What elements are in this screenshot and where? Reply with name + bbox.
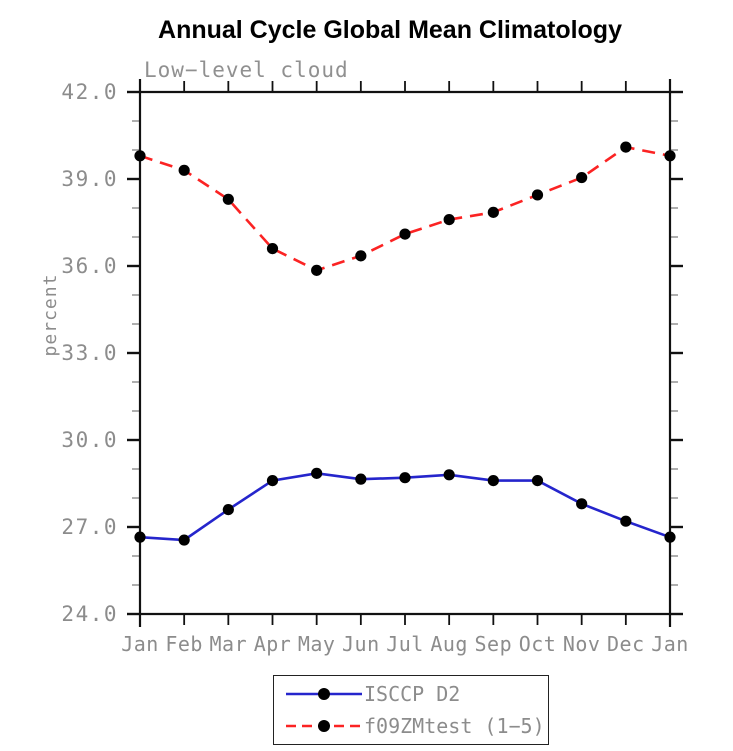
x-tick-label: Jan: [121, 632, 159, 656]
data-point-f09zmtest-1-5-: [311, 264, 323, 276]
data-point-f09zmtest-1-5-: [487, 206, 499, 218]
data-point-isccp-d2: [443, 469, 455, 481]
x-tick-label: Jun: [342, 632, 380, 656]
x-tick-label: May: [298, 632, 336, 656]
x-tick-label: Jan: [651, 632, 689, 656]
data-point-isccp-d2: [664, 531, 676, 543]
x-tick-label: Aug: [430, 632, 468, 656]
legend-line-sample-solid: [286, 687, 362, 700]
legend-line-sample-dashed: [286, 720, 362, 733]
data-point-f09zmtest-1-5-: [355, 250, 367, 262]
series-line-0: [139, 471, 671, 542]
x-tick-label: Jul: [386, 632, 424, 656]
series-line-1: [139, 145, 671, 272]
chart-title: Annual Cycle Global Mean Climatology: [158, 16, 622, 44]
chart-subtitle: Low−level cloud: [144, 58, 349, 82]
data-point-isccp-d2: [620, 515, 632, 527]
data-point-isccp-d2: [266, 475, 279, 487]
x-tick-label: Apr: [254, 632, 292, 656]
data-point-f09zmtest-1-5-: [266, 243, 279, 255]
y-tick-label: 39.0: [61, 167, 118, 191]
data-point-f09zmtest-1-5-: [664, 150, 676, 162]
y-tick-label: 30.0: [61, 428, 118, 452]
x-tick-label: Dec: [607, 632, 645, 656]
x-tick-label: Sep: [475, 632, 513, 656]
y-tick-label: 33.0: [61, 341, 118, 365]
data-point-isccp-d2: [355, 473, 367, 485]
data-point-f09zmtest-1-5-: [443, 214, 455, 226]
legend-label-isccp-d2: ISCCP D2: [364, 681, 461, 706]
data-point-f09zmtest-1-5-: [531, 189, 544, 201]
data-point-isccp-d2: [531, 475, 544, 487]
y-tick-label: 24.0: [61, 602, 118, 626]
legend-label-f09zmtest: f09ZMtest (1−5): [364, 714, 545, 739]
y-tick-label: 36.0: [61, 254, 118, 278]
data-point-isccp-d2: [576, 498, 588, 510]
data-point-isccp-d2: [487, 475, 499, 487]
data-point-isccp-d2: [399, 472, 411, 484]
legend-entry-isccp-d2: ISCCP D2: [274, 679, 548, 709]
data-point-f09zmtest-1-5-: [134, 150, 146, 162]
data-point-isccp-d2: [178, 534, 190, 546]
x-tick-label: Feb: [165, 632, 203, 656]
data-point-f09zmtest-1-5-: [620, 141, 632, 153]
x-tick-label: Oct: [519, 632, 557, 656]
data-point-f09zmtest-1-5-: [222, 193, 234, 205]
x-tick-label: Mar: [210, 632, 248, 656]
data-point-isccp-d2: [222, 504, 234, 516]
y-tick-label: 42.0: [61, 80, 118, 104]
legend-box: ISCCP D2 f09ZMtest (1−5): [273, 675, 549, 745]
data-point-isccp-d2: [134, 531, 146, 543]
data-point-isccp-d2: [311, 467, 323, 479]
y-tick-label: 27.0: [61, 515, 118, 539]
data-point-f09zmtest-1-5-: [576, 171, 588, 184]
data-point-f09zmtest-1-5-: [399, 228, 411, 240]
data-point-f09zmtest-1-5-: [178, 164, 190, 176]
legend-entry-f09zmtest: f09ZMtest (1−5): [274, 711, 548, 741]
x-tick-label: Nov: [563, 632, 601, 656]
